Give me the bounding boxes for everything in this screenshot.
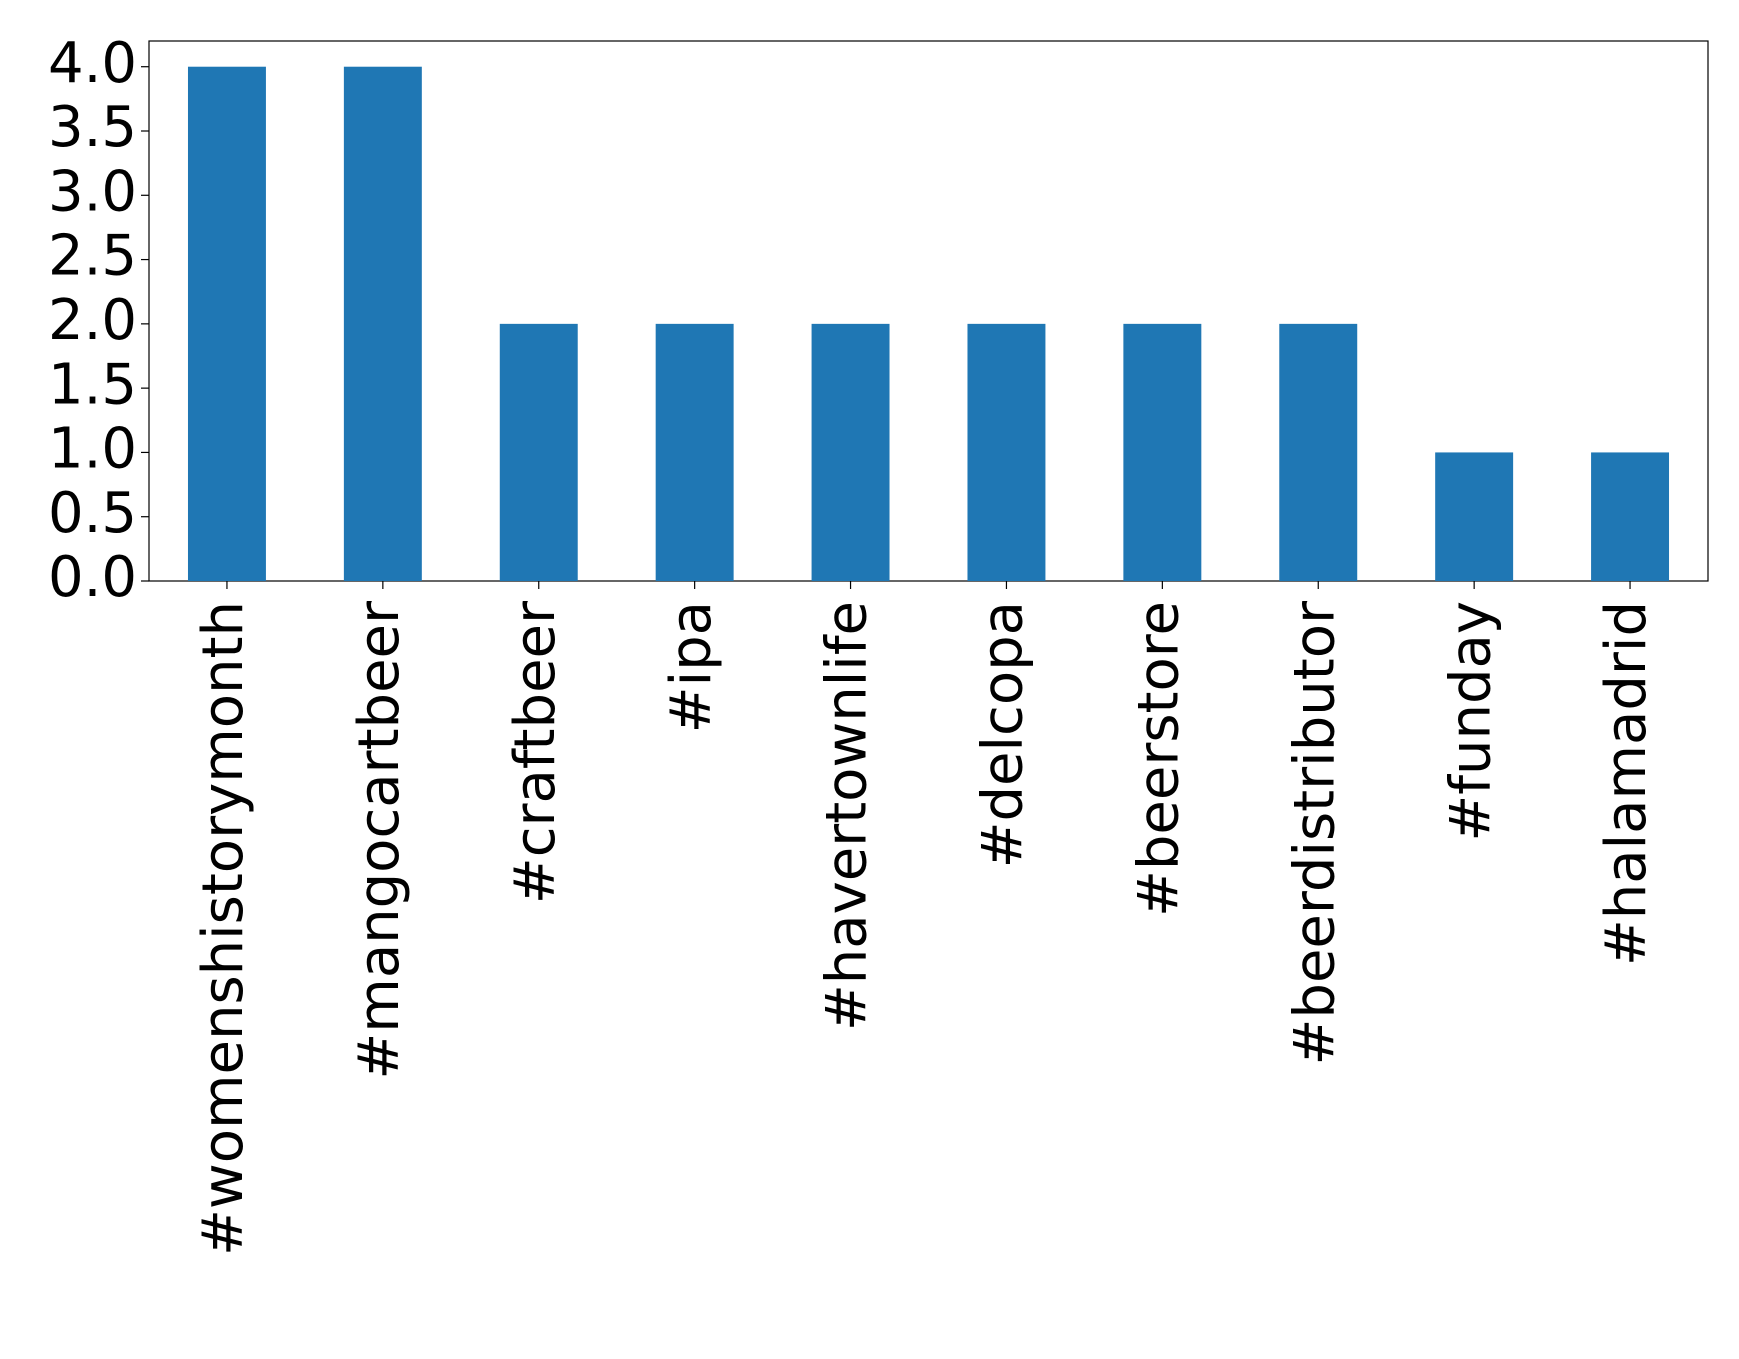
x-tick-label: #craftbeer bbox=[503, 600, 568, 904]
bar bbox=[1123, 323, 1202, 581]
bar bbox=[187, 66, 266, 581]
bar bbox=[499, 323, 578, 581]
y-tick-label: 0.5 bbox=[48, 481, 137, 546]
x-tick-label: #beerstore bbox=[1126, 601, 1191, 917]
y-tick-label: 1.0 bbox=[48, 417, 137, 482]
bar bbox=[655, 323, 734, 581]
plot-frame bbox=[148, 40, 1709, 582]
x-tick-label: #funday bbox=[1438, 601, 1503, 842]
x-tick-label: #ipa bbox=[659, 601, 724, 733]
y-tick-label: 4.0 bbox=[48, 31, 137, 96]
y-tick-label: 3.0 bbox=[48, 159, 137, 224]
y-tick-label: 2.5 bbox=[48, 224, 137, 289]
x-tick-label: #halamadrid bbox=[1594, 601, 1659, 966]
x-tick-label: #delcopa bbox=[971, 601, 1036, 868]
bar bbox=[1435, 452, 1514, 581]
x-tick-label: #beerdistributor bbox=[1282, 600, 1347, 1065]
x-tick-label: #womenshistorymonth bbox=[191, 601, 256, 1256]
bar bbox=[967, 323, 1046, 581]
x-tick-label: #mangocartbeer bbox=[347, 600, 412, 1080]
y-tick-label: 0.0 bbox=[48, 545, 137, 610]
y-tick-label: 3.5 bbox=[48, 95, 137, 160]
y-tick-label: 2.0 bbox=[48, 288, 137, 353]
bar bbox=[1591, 452, 1670, 581]
bar bbox=[1279, 323, 1358, 581]
bar bbox=[343, 66, 422, 581]
x-tick-label: #havertownlife bbox=[815, 601, 880, 1031]
bar bbox=[811, 323, 890, 581]
y-tick-label: 1.5 bbox=[48, 352, 137, 417]
